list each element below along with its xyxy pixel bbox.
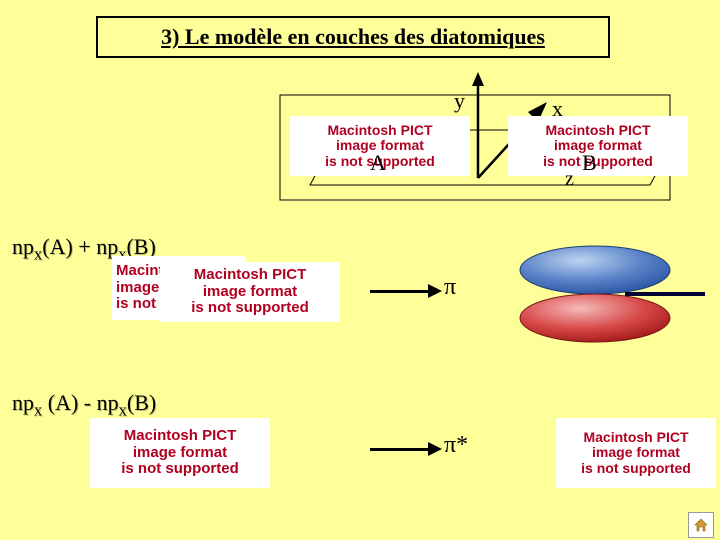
home-icon (693, 517, 709, 533)
expression-minus: npx (A) - npx(B) (12, 390, 156, 420)
label-pi: π (444, 274, 456, 301)
label-z: z (565, 168, 574, 191)
slide-title-box: 3) Le modèle en couches des diatomiques (96, 16, 610, 58)
home-button[interactable] (688, 512, 714, 538)
arrow-pi-head (428, 284, 442, 298)
pict-placeholder-frame-right: Macintosh PICT image format is not suppo… (508, 116, 688, 176)
pict-text: Macintosh PICT image format is not suppo… (581, 430, 691, 476)
label-B: B (582, 150, 597, 176)
arrow-pistar-head (428, 442, 442, 456)
label-pistar: π* (444, 432, 468, 459)
arrow-pi (370, 290, 430, 293)
label-A: A (370, 150, 386, 176)
label-y: y (454, 88, 465, 114)
arrow-pistar (370, 448, 430, 451)
label-x: x (552, 96, 563, 122)
pict-placeholder-minus-left: Macintosh PICT image format is not suppo… (90, 418, 270, 488)
pict-placeholder-plus-front: Macintosh PICT image format is not suppo… (160, 262, 340, 322)
pict-text: Macintosh PICT image format is not suppo… (121, 428, 239, 478)
pict-text: Macintosh PICT image format is not suppo… (543, 123, 653, 169)
pict-text: Macintosh PICT image format is not suppo… (191, 267, 309, 317)
pict-placeholder-minus-right: Macintosh PICT image format is not suppo… (556, 418, 716, 488)
slide-title-text: 3) Le modèle en couches des diatomiques (161, 24, 545, 50)
